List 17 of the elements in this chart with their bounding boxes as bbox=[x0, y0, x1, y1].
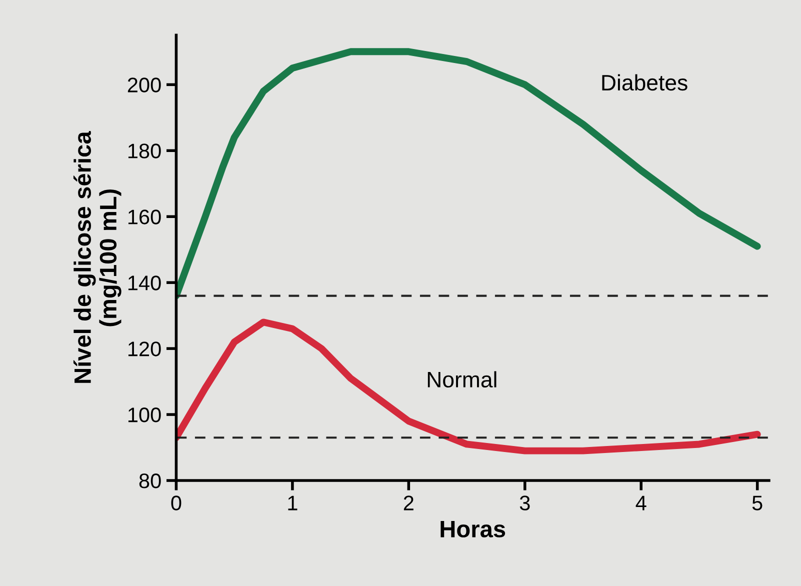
y-tick-label: 100 bbox=[128, 408, 161, 422]
y-axis-title: Nível de glicose sérica (mg/100 mL) bbox=[73, 131, 122, 383]
y-tick-label: 200 bbox=[128, 78, 161, 92]
y-tick-label: 160 bbox=[128, 210, 161, 224]
x-tick-label: 0 bbox=[171, 496, 182, 510]
y-tick-label: 180 bbox=[128, 144, 161, 158]
x-axis-title: Horas bbox=[440, 520, 506, 538]
x-tick-label: 5 bbox=[752, 496, 762, 510]
x-tick-label: 3 bbox=[520, 496, 530, 510]
series-label: Diabetes bbox=[602, 74, 688, 91]
x-tick-label: 4 bbox=[636, 496, 646, 510]
y-tick-label: 80 bbox=[139, 474, 161, 488]
x-tick-label: 2 bbox=[404, 496, 414, 510]
series-label: Normal bbox=[428, 371, 496, 388]
y-tick-label: 140 bbox=[128, 276, 161, 290]
x-tick-label: 1 bbox=[288, 496, 298, 510]
y-tick-label: 120 bbox=[128, 342, 161, 356]
